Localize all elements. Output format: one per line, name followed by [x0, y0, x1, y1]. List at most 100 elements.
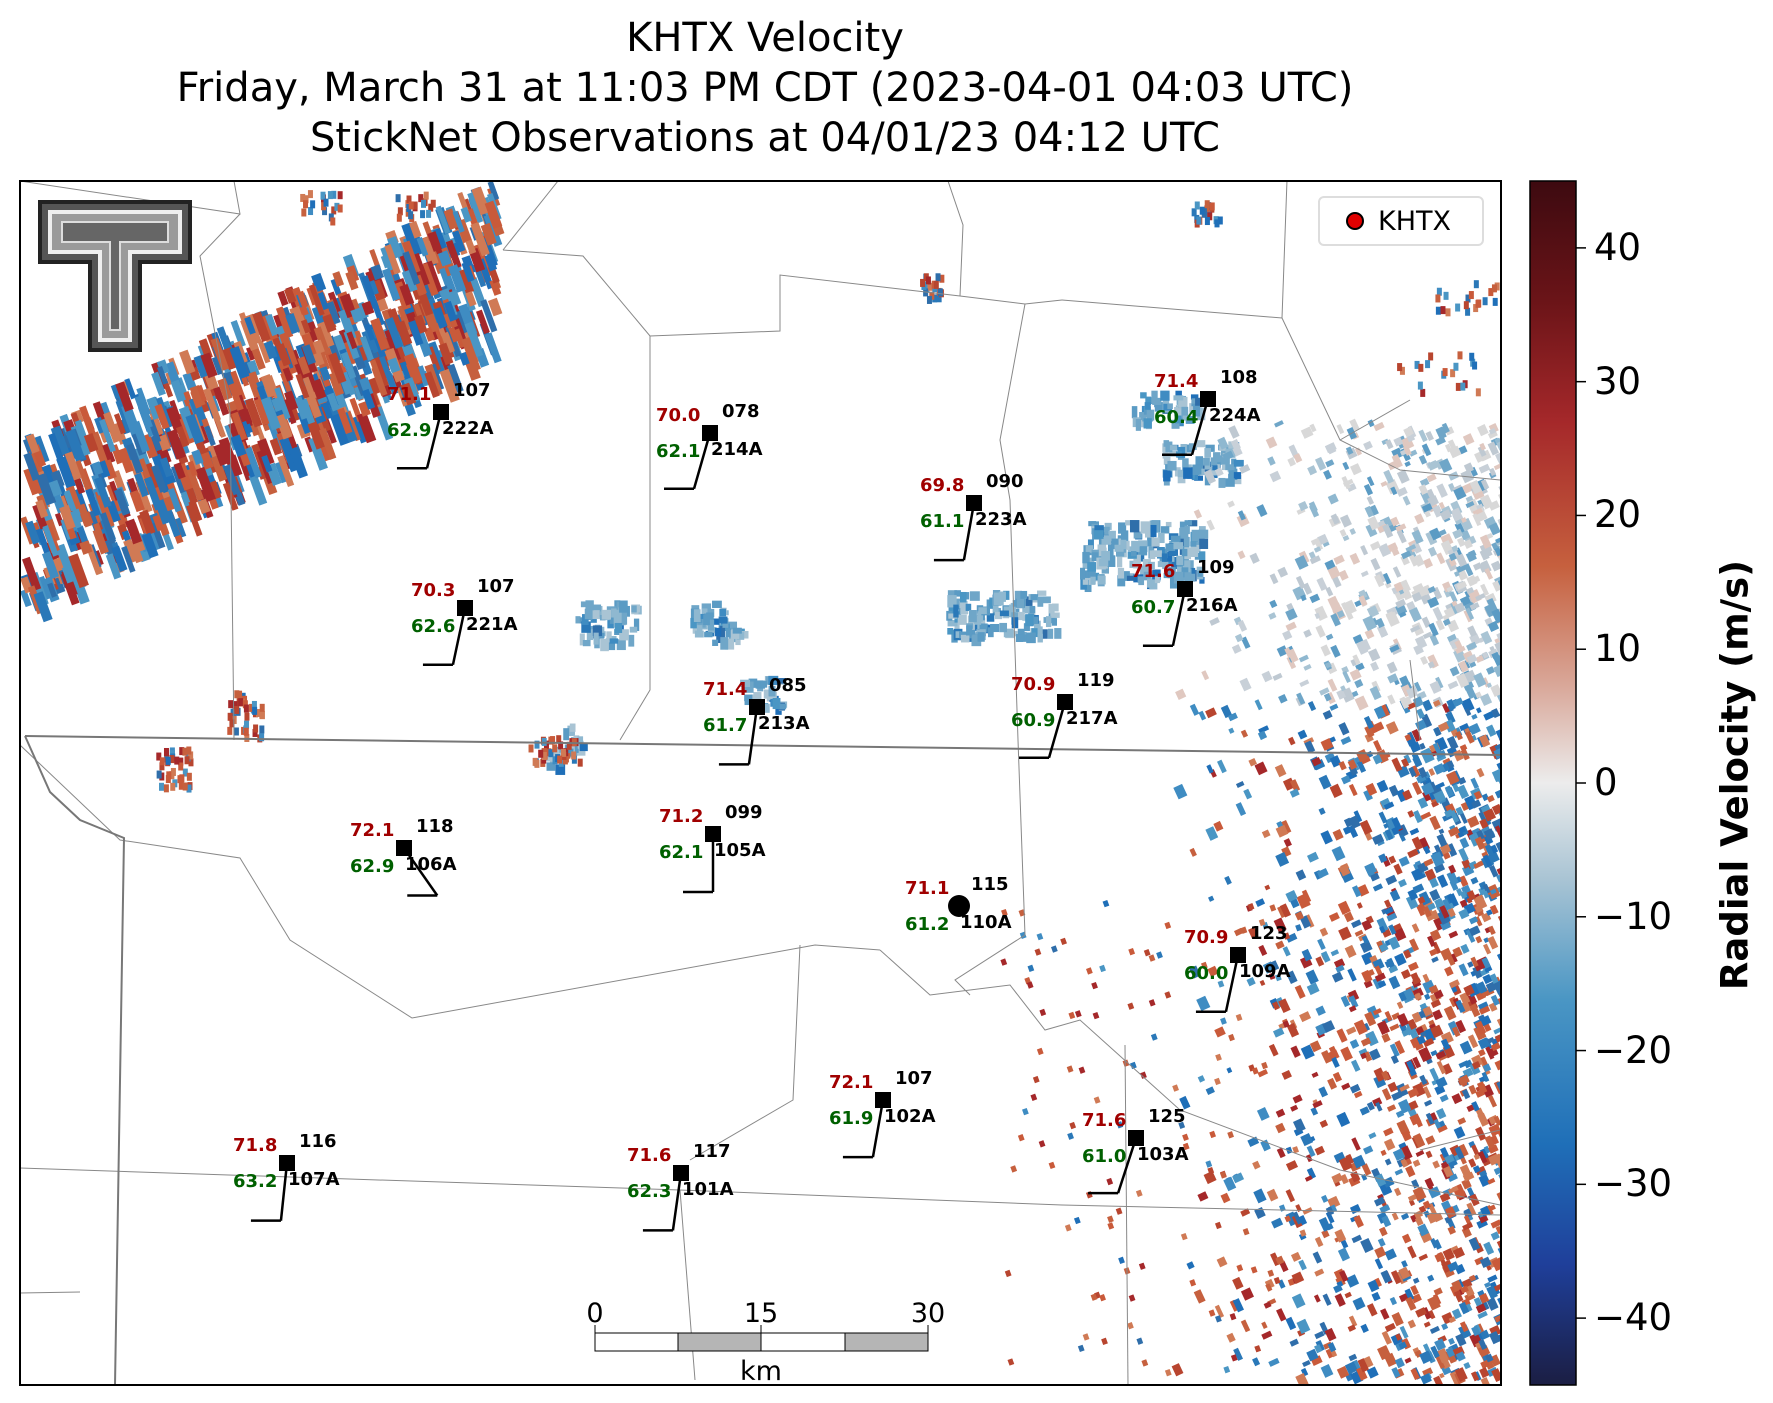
radar-gate — [1292, 1118, 1306, 1133]
radar-gate — [1199, 551, 1206, 561]
scalebar-tick-0: 0 — [586, 1298, 604, 1329]
radar-gate — [1261, 1330, 1273, 1340]
radar-gate — [1196, 216, 1202, 225]
radar-gate — [1455, 999, 1466, 1014]
radar-gate — [1496, 1191, 1501, 1202]
radar-gate — [448, 264, 467, 293]
radar-gate — [1453, 362, 1459, 371]
radar-gate — [1433, 844, 1444, 858]
radar-gate — [1203, 457, 1210, 466]
radar-gate — [1349, 418, 1360, 432]
station-temperature: 69.8 — [920, 475, 965, 496]
radar-gate — [1256, 504, 1268, 517]
radar-gate — [1418, 484, 1429, 496]
radar-gate — [480, 299, 498, 333]
radar-gate — [1377, 1344, 1392, 1361]
station-markers — [250, 391, 1246, 1232]
radar-gate — [1347, 759, 1358, 770]
radar-gate — [1391, 1366, 1401, 1378]
radar-gate — [1374, 1277, 1383, 1288]
county-boundaries — [20, 181, 1501, 1385]
radar-gate — [166, 429, 187, 460]
radar-gate — [1418, 454, 1428, 465]
radar-gate — [1503, 829, 1510, 837]
radar-gate — [611, 608, 620, 618]
radar-gate — [1399, 1084, 1410, 1092]
radar-gate — [1346, 482, 1357, 492]
radar-gate — [128, 540, 144, 564]
radar-gate — [1325, 586, 1334, 597]
radar-gate — [1407, 848, 1419, 859]
radar-gate — [1184, 525, 1190, 535]
radar-gate — [1000, 958, 1008, 966]
radar-gate — [1151, 390, 1158, 404]
radar-gate — [1388, 924, 1397, 935]
radar-gate — [1164, 471, 1172, 478]
radar-gate — [1272, 672, 1283, 681]
radar-gate — [1276, 645, 1289, 657]
radar-gate — [1142, 559, 1151, 568]
radar-gate — [443, 300, 458, 322]
radar-gate — [1368, 648, 1381, 662]
radar-gate — [740, 679, 751, 687]
radar-gate — [200, 352, 218, 379]
radar-gate — [175, 425, 190, 448]
radar-gate — [1458, 875, 1469, 887]
radar-gate — [584, 608, 593, 620]
radar-gate — [1391, 453, 1403, 469]
radar-gate — [1384, 581, 1392, 589]
radar-gate — [1087, 562, 1097, 572]
radar-gate — [370, 264, 385, 281]
radar-gate — [1366, 605, 1380, 618]
radar-gate — [1228, 1033, 1235, 1042]
radar-gate — [1394, 1168, 1404, 1176]
radar-gate — [230, 320, 246, 348]
radar-gate — [1419, 1002, 1427, 1010]
radar-gate — [1082, 1333, 1090, 1341]
radar-gate — [580, 601, 587, 608]
radar-gate — [244, 316, 256, 335]
radar-gate — [395, 194, 401, 203]
radar-gate — [1025, 596, 1033, 606]
radar-gate — [1183, 467, 1193, 479]
radar-gate — [1189, 703, 1200, 716]
radar-gate — [70, 573, 90, 605]
radar-gate — [1395, 598, 1407, 609]
radar-gate — [1229, 1312, 1237, 1321]
radar-gate — [188, 758, 194, 767]
radar-gate — [1239, 464, 1251, 474]
radar-gate — [1340, 995, 1351, 1008]
wind-barb-staff — [871, 1099, 885, 1158]
radar-gate — [1497, 995, 1501, 1008]
radar-gate — [1007, 1358, 1015, 1366]
radar-gate — [451, 230, 466, 253]
radar-gate — [1436, 1060, 1447, 1075]
radar-gate — [1459, 899, 1468, 908]
radar-gate — [1258, 918, 1266, 927]
radar-gate — [1237, 510, 1246, 521]
radar-gate — [1315, 956, 1325, 967]
radar-gate — [156, 505, 170, 525]
radar-gate — [259, 725, 265, 734]
radar-gate — [169, 755, 175, 764]
radar-gate — [1506, 912, 1517, 926]
radar-gate — [1396, 529, 1407, 544]
radar-gate — [1374, 574, 1385, 588]
radar-gate — [616, 639, 626, 651]
radar-gate — [1422, 631, 1433, 640]
radar-gate — [1411, 923, 1420, 933]
radar-gate — [1490, 1219, 1501, 1229]
radar-gate — [211, 356, 224, 376]
radar-gate — [1487, 1036, 1495, 1044]
radar-gate — [159, 782, 165, 791]
radar-gate — [1442, 368, 1448, 377]
radar-gate — [1145, 396, 1152, 406]
radar-gate — [1240, 926, 1248, 934]
radar-gate — [1414, 513, 1425, 525]
radar-gate — [1473, 790, 1483, 800]
radar-gate — [1228, 727, 1235, 734]
radar-gate — [1344, 1361, 1358, 1375]
radar-gate — [1342, 534, 1350, 542]
radar-gate — [1421, 503, 1433, 513]
radar-gate — [229, 719, 235, 728]
